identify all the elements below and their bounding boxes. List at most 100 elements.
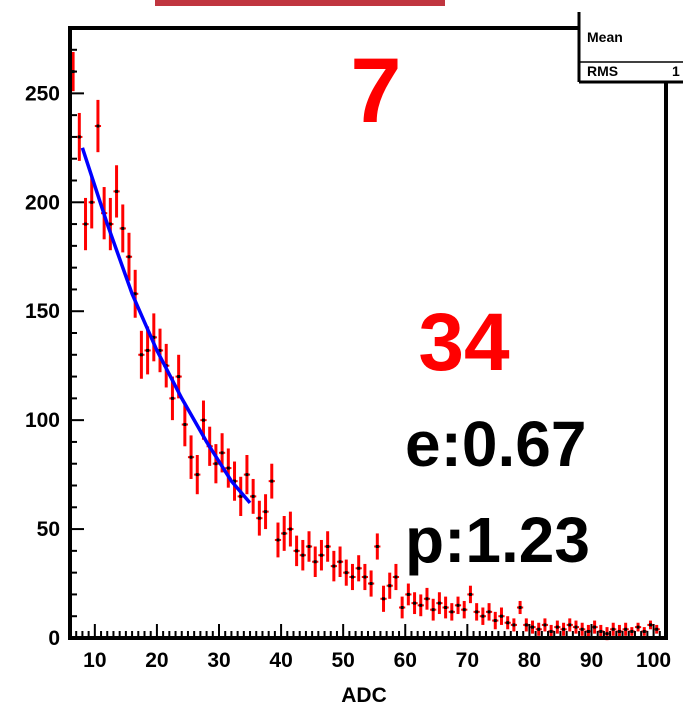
data-point — [330, 550, 337, 582]
data-point — [448, 603, 455, 621]
data-point — [436, 592, 443, 615]
data-point — [566, 618, 573, 632]
data-point — [386, 572, 393, 599]
x-tick-label: 30 — [207, 649, 230, 672]
x-tick-label: 40 — [269, 649, 292, 672]
data-point — [454, 596, 462, 615]
y-tick-label: 0 — [48, 627, 60, 650]
data-point — [262, 494, 269, 530]
data-point — [473, 603, 480, 621]
data-point — [94, 99, 102, 153]
data-point — [535, 622, 542, 636]
x-tick-label: 70 — [456, 649, 479, 672]
data-point — [392, 563, 400, 591]
data-point — [479, 607, 486, 625]
data-point — [610, 622, 617, 636]
data-point — [628, 627, 635, 636]
data-point — [287, 511, 294, 547]
data-point — [510, 618, 517, 632]
y-tick-label: 200 — [25, 191, 60, 214]
x-tick-label: 80 — [518, 649, 541, 672]
data-point — [579, 622, 586, 636]
data-point — [212, 444, 219, 484]
data-point — [430, 598, 437, 621]
data-point — [119, 204, 126, 253]
stats-rms-value: 1 — [672, 63, 680, 79]
x-tick-label: 10 — [83, 649, 106, 672]
data-point — [411, 592, 418, 615]
data-point — [312, 546, 319, 577]
data-point — [492, 611, 499, 630]
data-point — [399, 596, 406, 619]
stats-rms-label: RMS — [587, 63, 618, 79]
data-point — [144, 326, 151, 375]
data-point — [405, 583, 412, 606]
data-point — [374, 533, 381, 560]
y-tick-label: 50 — [37, 518, 60, 541]
fit-line — [80, 147, 252, 505]
data-point — [529, 620, 536, 634]
y-tick-label: 150 — [25, 300, 60, 323]
data-point — [274, 522, 282, 558]
data-point — [641, 627, 648, 636]
data-point — [361, 563, 368, 591]
y-tick-label: 250 — [25, 82, 60, 105]
data-point — [597, 624, 604, 638]
data-point — [653, 624, 660, 634]
x-tick-label: 100 — [636, 649, 671, 672]
data-point — [417, 594, 424, 617]
data-point — [647, 620, 654, 630]
x-tick-label: 60 — [394, 649, 417, 672]
data-point — [523, 618, 530, 632]
data-point — [349, 563, 356, 591]
top-number: 7 — [350, 40, 401, 142]
data-point — [250, 478, 257, 514]
data-point — [187, 435, 195, 479]
data-point — [485, 603, 493, 621]
data-point — [305, 531, 313, 562]
data-point — [225, 448, 232, 488]
data-point — [572, 620, 580, 634]
data-point — [554, 620, 561, 634]
data-point — [616, 624, 623, 638]
data-point — [634, 622, 642, 632]
data-point — [194, 455, 201, 495]
data-point — [355, 555, 362, 582]
plot-area — [70, 51, 660, 641]
stats-box: Mean RMS 1 — [577, 0, 683, 84]
data-point — [380, 585, 387, 612]
data-point — [281, 516, 288, 551]
data-point — [299, 539, 306, 571]
p-value-text: p:1.23 — [405, 504, 590, 576]
data-point — [423, 587, 431, 610]
x-tick-label: 90 — [580, 649, 603, 672]
data-point — [336, 546, 344, 577]
x-tick-label: 50 — [331, 649, 354, 672]
stats-mean-label: Mean — [587, 29, 623, 45]
data-point — [125, 232, 133, 281]
axis-ticks: 10 20 30 40 50 60 70 80 90 100 0 50 100 150 200 250 — [25, 48, 671, 672]
data-point — [138, 330, 145, 379]
data-point — [585, 624, 592, 638]
data-point — [268, 463, 275, 499]
data-point — [293, 535, 300, 567]
data-point — [622, 622, 629, 636]
title-bar — [155, 0, 445, 6]
x-axis-title: ADC — [341, 684, 387, 707]
data-point — [467, 585, 474, 604]
data-point — [76, 112, 83, 161]
data-point — [591, 620, 598, 634]
big-number: 34 — [418, 297, 510, 388]
data-point — [318, 539, 325, 571]
data-point — [560, 622, 567, 636]
data-point — [442, 596, 449, 619]
e-value-text: e:0.67 — [405, 408, 586, 480]
data-point — [541, 618, 549, 632]
data-point — [82, 197, 89, 251]
data-point — [343, 559, 350, 586]
data-point — [88, 176, 95, 229]
data-point — [324, 531, 331, 562]
data-point — [181, 402, 188, 447]
data-point — [461, 600, 468, 619]
